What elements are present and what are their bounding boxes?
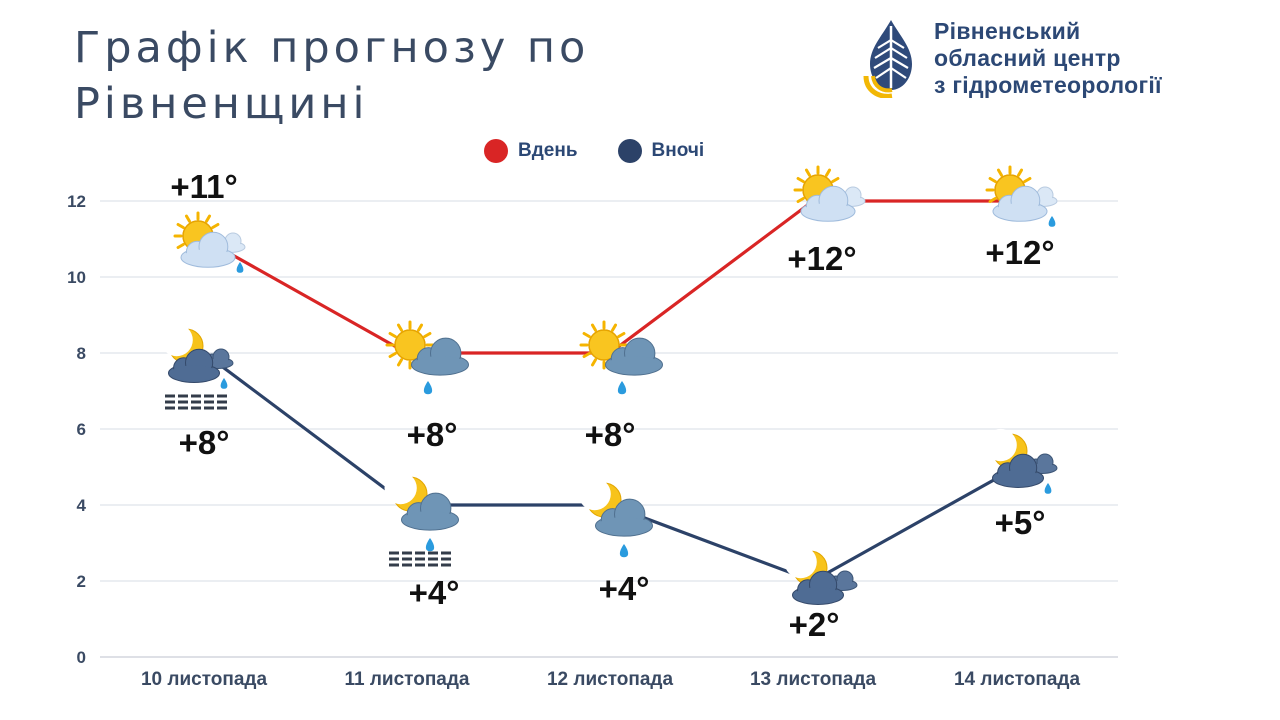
day-value-label: +8° (585, 416, 636, 453)
y-tick-label: 6 (77, 420, 86, 439)
y-tick-label: 12 (67, 192, 86, 211)
x-tick-label: 13 листопада (750, 669, 876, 690)
series-line-night (203, 351, 1018, 583)
chart-legend: Вдень Вночі (484, 139, 744, 163)
org-name: Рівненський обласний центр з гідрометеор… (934, 18, 1162, 99)
night-value-label: +2° (789, 606, 840, 643)
day-value-label: +8° (407, 416, 458, 453)
sun-behind-cloud-light-rain-icon (985, 165, 1058, 227)
sun-behind-cloud-rain-icon (385, 320, 469, 395)
day-value-label: +12° (787, 240, 856, 277)
org-line-2: обласний центр (934, 45, 1121, 71)
page-title: Графік прогнозу по Рівненщині (74, 20, 589, 132)
legend-dot-day (484, 139, 508, 163)
x-tick-label: 14 листопада (954, 669, 1080, 690)
night-value-label: +8° (179, 424, 230, 461)
y-tick-label: 4 (77, 496, 87, 515)
night-value-label: +4° (599, 570, 650, 607)
moon-cloud-rain-fog-icon (160, 323, 234, 410)
org-block: Рівненський обласний центр з гідрометеор… (862, 18, 1162, 99)
day-value-label: +11° (170, 168, 237, 205)
moon-cloud-light-rain-icon (984, 428, 1058, 494)
org-line-1: Рівненський (934, 18, 1081, 44)
night-value-label: +4° (409, 574, 460, 611)
title-line-1: Графік прогнозу по (74, 23, 590, 73)
sun-behind-cloud-rain-icon (579, 320, 663, 395)
night-value-label: +5° (995, 504, 1046, 541)
legend-label-night: Вночі (651, 140, 705, 161)
sun-behind-cloud-light-rain-icon (173, 211, 246, 273)
y-tick-label: 8 (77, 344, 86, 363)
y-tick-label: 2 (77, 572, 86, 591)
legend-item-night: Вночі (617, 139, 705, 163)
legend-item-day: Вдень (484, 139, 578, 163)
moon-cloud-rain-icon (578, 477, 653, 558)
title-line-2: Рівненщині (74, 79, 369, 129)
moon-cloud-rain-fog-icon (384, 471, 459, 567)
water-drop-leaf-icon (863, 20, 912, 98)
x-tick-label: 12 листопада (547, 669, 673, 690)
y-tick-label: 0 (77, 648, 86, 667)
legend-dot-night (617, 139, 642, 163)
x-tick-label: 11 листопада (344, 669, 469, 690)
legend-label-day: Вдень (518, 140, 578, 161)
x-tick-label: 10 листопада (141, 669, 267, 690)
org-line-3: з гідрометеорології (934, 72, 1162, 98)
day-value-label: +12° (985, 234, 1054, 271)
sun-behind-cloud-icon (793, 165, 866, 222)
y-tick-label: 10 (67, 268, 86, 287)
moon-cloud-icon (784, 545, 858, 605)
